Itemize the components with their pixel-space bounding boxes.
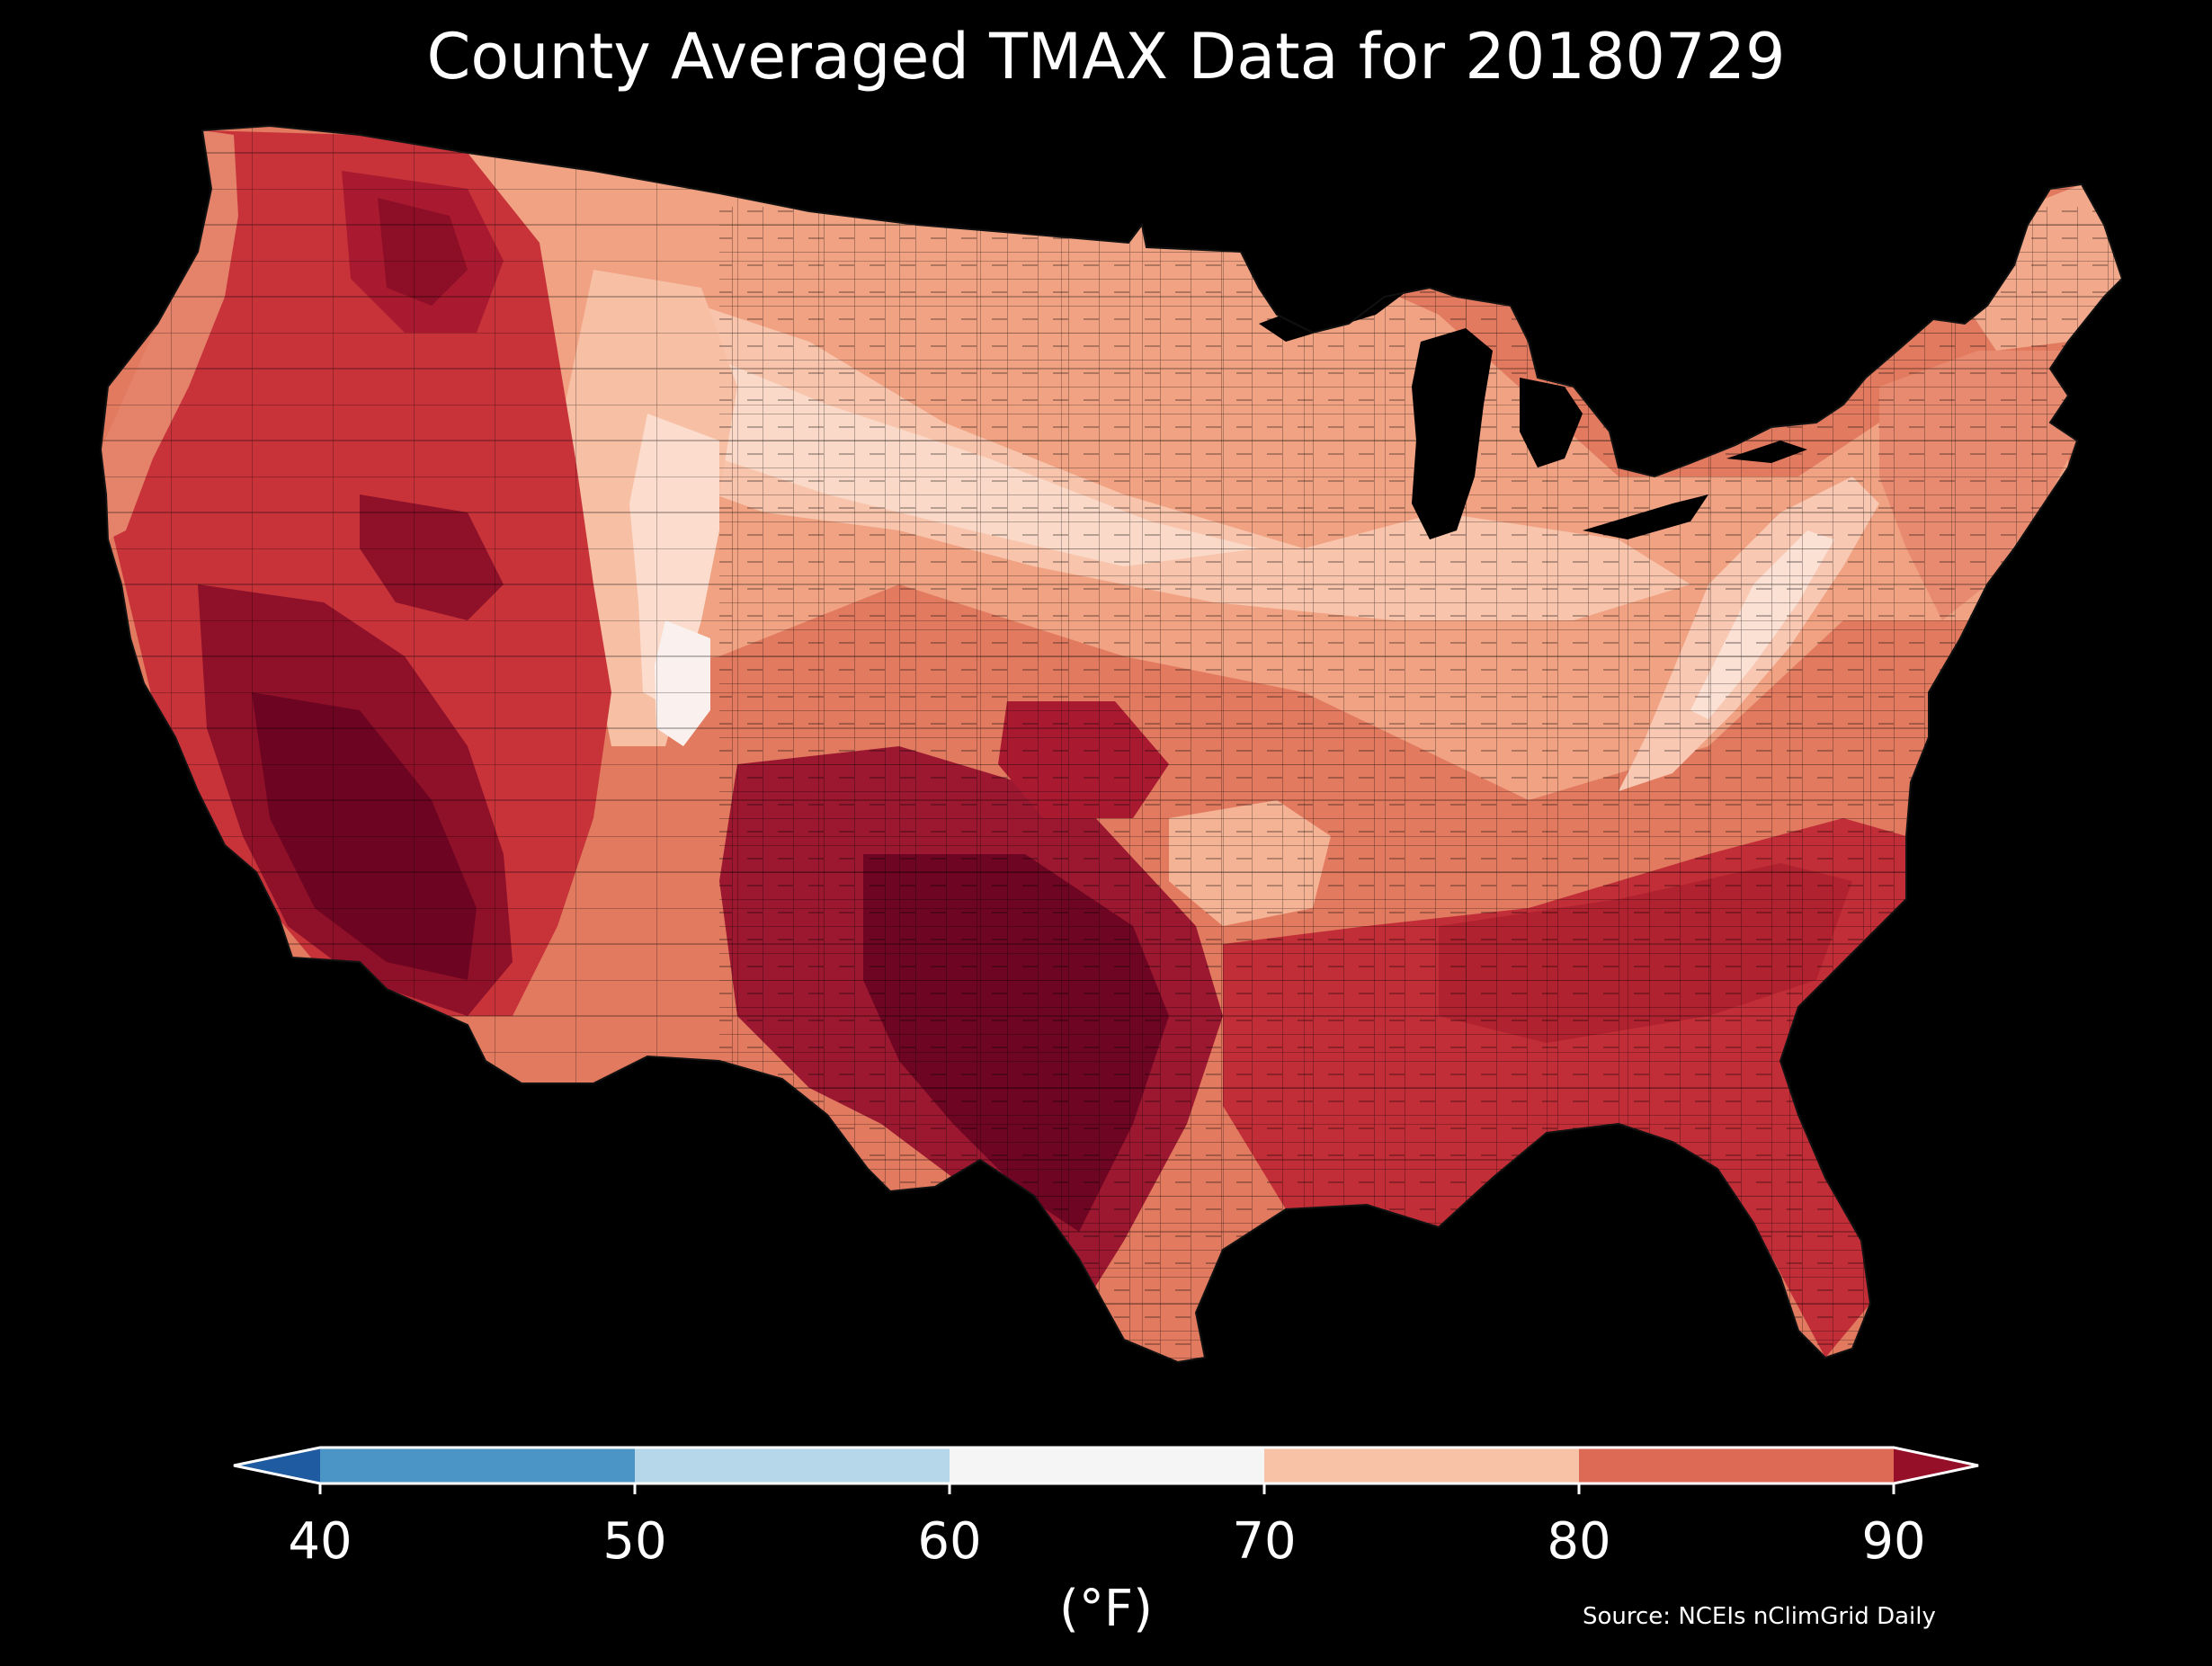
colorbar-min-extend <box>234 1448 320 1483</box>
us-county-map <box>90 117 2122 1412</box>
colorbar <box>233 1439 1979 1510</box>
colorbar-bin-70-80 <box>1264 1448 1579 1483</box>
colorbar-bin-80-90 <box>1579 1448 1894 1483</box>
colorbar-bin-40-50 <box>320 1448 635 1483</box>
colorbar-svg <box>233 1446 1979 1494</box>
colorbar-tick-label: 90 <box>1861 1512 1926 1571</box>
chart-title: County Averaged TMAX Data for 20180729 <box>426 20 1786 94</box>
colorbar-tick-label: 60 <box>917 1512 982 1571</box>
us-outline <box>99 124 2122 1364</box>
colorbar-tick-label: 40 <box>288 1512 352 1571</box>
colorbar-bin-60-70 <box>950 1448 1264 1483</box>
colorbar-max-extend <box>1894 1448 1978 1483</box>
source-credit: Source: NCEIs nClimGrid Daily <box>1583 1603 1936 1630</box>
colorbar-tick-label: 70 <box>1232 1512 1297 1571</box>
colorbar-tick-label: 80 <box>1547 1512 1611 1571</box>
colorbar-unit-label: (°F) <box>1059 1580 1153 1638</box>
colorbar-tick-label: 50 <box>602 1512 667 1571</box>
colorbar-bin-50-60 <box>635 1448 950 1483</box>
map-svg <box>99 124 2122 1364</box>
